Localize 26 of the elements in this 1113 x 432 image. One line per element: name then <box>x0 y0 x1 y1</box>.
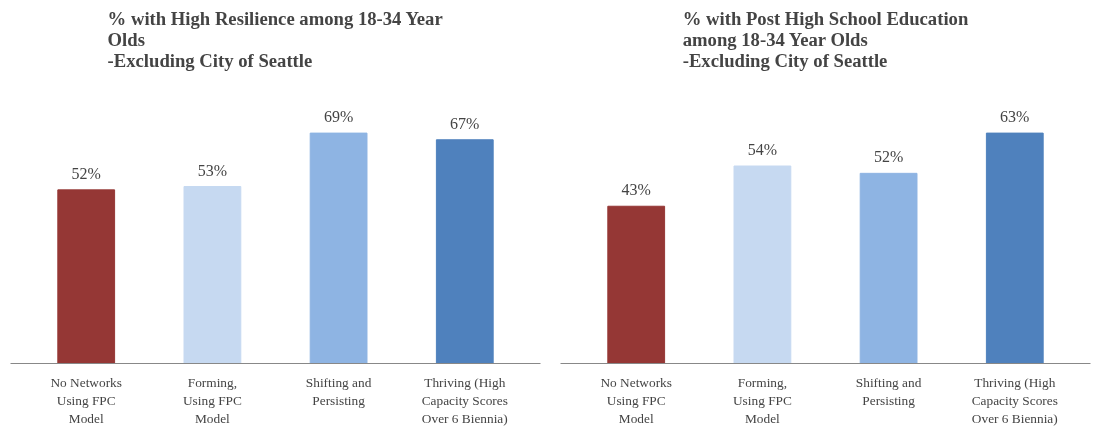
bar <box>309 132 368 364</box>
x-tick-label: Forming, Using FPC Model <box>182 374 242 426</box>
x-tick-label: No Networks Using FPC Model <box>600 374 672 426</box>
data-label: 53% <box>197 161 228 179</box>
x-tick-label: Thriving (High Capacity Scores Over 6 Biennia) <box>421 374 508 426</box>
bar <box>607 205 666 364</box>
x-tick-label: Shifting and Persisting <box>305 374 372 408</box>
data-label: 63% <box>1000 108 1030 126</box>
data-label: 52% <box>71 164 101 182</box>
chart-title: % with High Resilience among 18-34 Year Olds -Excluding City of Seattle <box>107 7 443 71</box>
bar <box>733 165 792 364</box>
x-tick-label: Thriving (High Capacity Scores Over 6 Biennia) <box>971 374 1058 426</box>
chart-title: % with Post High School Education among 18-34 Year Olds -Excluding City of Seattle <box>682 7 969 71</box>
bar <box>435 139 494 364</box>
data-label: 54% <box>747 141 778 159</box>
bar <box>57 189 116 364</box>
x-tick-label: Forming, Using FPC Model <box>732 374 792 426</box>
bar <box>985 132 1044 364</box>
bar <box>859 172 918 364</box>
bar <box>183 186 242 364</box>
data-label: 69% <box>323 108 354 126</box>
x-tick-label: No Networks Using FPC Model <box>50 374 122 426</box>
x-tick-label: Shifting and Persisting <box>855 374 922 408</box>
data-label: 52% <box>873 148 904 166</box>
data-label: 67% <box>450 114 480 132</box>
data-label: 43% <box>621 181 651 199</box>
